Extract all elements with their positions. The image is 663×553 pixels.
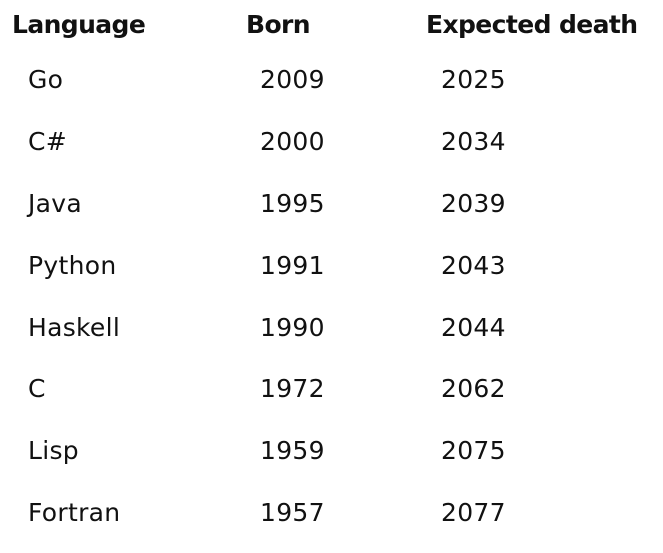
expected-death-cell: 2039 — [441, 189, 506, 218]
expected-death-cell: 2075 — [441, 436, 506, 465]
table-row: Python 1991 2043 — [0, 246, 663, 286]
table-row: Haskell 1990 2044 — [0, 308, 663, 348]
born-cell: 1995 — [260, 189, 325, 218]
column-header-language: Language — [12, 10, 146, 39]
expected-death-cell: 2034 — [441, 127, 506, 156]
born-cell: 1991 — [260, 251, 325, 280]
column-header-born: Born — [246, 10, 311, 39]
table-header: Language Born Expected death — [0, 0, 663, 52]
expected-death-cell: 2077 — [441, 498, 506, 527]
table-row: Lisp 1959 2075 — [0, 431, 663, 471]
born-cell: 2009 — [260, 65, 325, 94]
born-cell: 1957 — [260, 498, 325, 527]
expected-death-cell: 2043 — [441, 251, 506, 280]
table-row: C# 2000 2034 — [0, 122, 663, 162]
table-row: Fortran 1957 2077 — [0, 493, 663, 533]
language-cell: C — [28, 374, 46, 403]
table-row: C 1972 2062 — [0, 369, 663, 409]
language-cell: C# — [28, 127, 68, 156]
column-header-expected-death: Expected death — [426, 10, 638, 39]
table-row: Java 1995 2039 — [0, 184, 663, 224]
born-cell: 1972 — [260, 374, 325, 403]
language-cell: Go — [28, 65, 64, 94]
expected-death-cell: 2044 — [441, 313, 506, 342]
language-cell: Lisp — [28, 436, 79, 465]
language-cell: Fortran — [28, 498, 121, 527]
born-cell: 1959 — [260, 436, 325, 465]
born-cell: 2000 — [260, 127, 325, 156]
born-cell: 1990 — [260, 313, 325, 342]
expected-death-cell: 2062 — [441, 374, 506, 403]
expected-death-cell: 2025 — [441, 65, 506, 94]
language-cell: Python — [28, 251, 117, 280]
language-cell: Java — [28, 189, 83, 218]
table-row: Go 2009 2025 — [0, 60, 663, 100]
language-cell: Haskell — [28, 313, 121, 342]
